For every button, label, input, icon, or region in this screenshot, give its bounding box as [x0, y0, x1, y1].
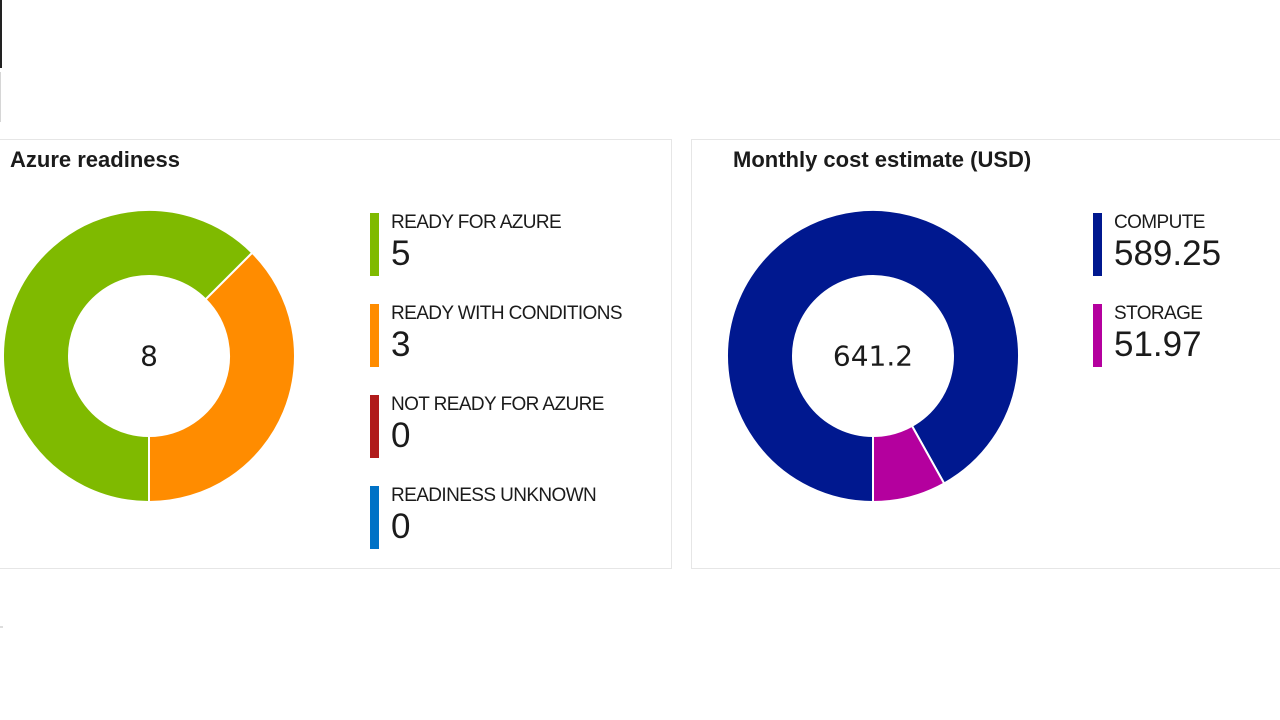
legend-item-ready-with-conditions[interactable]: READY WITH CONDITIONS 3 [370, 303, 623, 367]
azure-readiness-title: Azure readiness [10, 147, 180, 172]
legend-swatch-compute [1093, 213, 1102, 276]
legend-value: 5 [391, 234, 411, 273]
legend-label: READINESS UNKNOWN [391, 485, 597, 506]
legend-item-readiness-unknown[interactable]: READINESS UNKNOWN 0 [370, 485, 622, 549]
legend-swatch-storage [1093, 304, 1102, 367]
readiness-slice-ready-for-azure[interactable] [2, 209, 254, 504]
azure-readiness-legend: READY FOR AZURE 5 READY WITH CONDITIONS … [370, 212, 623, 576]
cost-slice-storage[interactable] [872, 424, 946, 504]
legend-label: NOT READY FOR AZURE [391, 394, 604, 415]
monthly-cost-legend: COMPUTE 589.25 STORAGE 51.97 [1093, 212, 1221, 394]
legend-label: STORAGE [1114, 303, 1203, 324]
legend-item-not-ready-for-azure[interactable]: NOT READY FOR AZURE 0 [370, 394, 622, 458]
cost-total-value: 641.2 [833, 340, 913, 373]
legend-value: 0 [391, 416, 411, 455]
window-edge-marker [0, 0, 2, 68]
window-edge-line [0, 72, 1, 122]
azure-readiness-donut-svg: 8 [2, 209, 296, 504]
cost-slice-compute[interactable] [726, 209, 1020, 504]
legend-item-ready-for-azure[interactable]: READY FOR AZURE 5 [370, 212, 622, 276]
legend-label: COMPUTE [1114, 212, 1205, 233]
azure-readiness-card[interactable]: Azure readiness 8 READY FOR AZURE 5 READ… [0, 139, 672, 569]
azure-readiness-donut-chart[interactable]: 8 [1, 208, 297, 504]
legend-item-compute[interactable]: COMPUTE 589.25 [1093, 212, 1221, 276]
monthly-cost-card[interactable]: Monthly cost estimate (USD) 641.2 COMPUT… [691, 139, 1280, 569]
readiness-slice-ready-with-conditions[interactable] [148, 251, 296, 504]
legend-value: 3 [391, 325, 411, 364]
legend-value: 589.25 [1114, 234, 1222, 273]
monthly-cost-donut-chart[interactable]: 641.2 [725, 208, 1021, 504]
page-edge-marker [0, 626, 3, 628]
legend-item-storage[interactable]: STORAGE 51.97 [1093, 303, 1221, 367]
monthly-cost-donut-svg: 641.2 [726, 209, 1020, 504]
readiness-total-value: 8 [140, 340, 158, 373]
legend-swatch-ready [370, 213, 379, 276]
legend-swatch-conditions [370, 304, 379, 367]
legend-label: READY FOR AZURE [391, 212, 562, 233]
legend-swatch-not-ready [370, 395, 379, 458]
legend-swatch-unknown [370, 486, 379, 549]
legend-label: READY WITH CONDITIONS [391, 303, 623, 324]
monthly-cost-title: Monthly cost estimate (USD) [733, 147, 1032, 172]
legend-value: 51.97 [1114, 325, 1202, 364]
legend-value: 0 [391, 507, 411, 546]
